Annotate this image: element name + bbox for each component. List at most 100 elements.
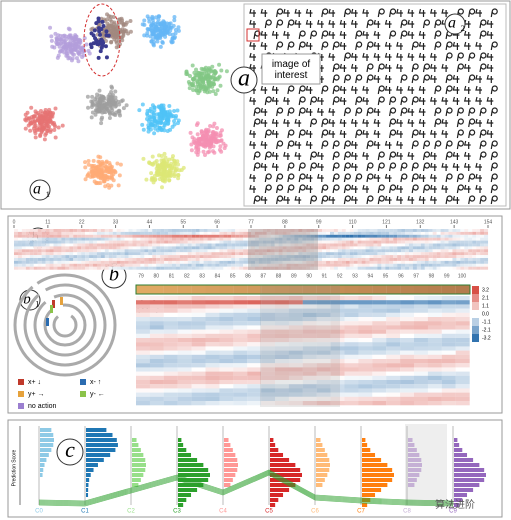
detail-cell bbox=[414, 333, 428, 339]
timeline-cell bbox=[195, 260, 200, 264]
histogram-bar bbox=[454, 448, 463, 452]
detail-cell bbox=[386, 354, 401, 360]
detail-cell bbox=[247, 401, 262, 406]
digit-image bbox=[475, 118, 482, 127]
timeline-cell bbox=[235, 255, 240, 259]
timeline-cell bbox=[29, 234, 34, 238]
timeline-cell bbox=[33, 231, 38, 235]
detail-cell bbox=[358, 375, 373, 381]
scatter-dot bbox=[204, 127, 209, 132]
scatter-dot bbox=[65, 51, 70, 56]
timeline-cell bbox=[187, 237, 192, 241]
timeline-cell bbox=[345, 255, 350, 259]
timeline-cell bbox=[183, 258, 188, 261]
detail-cell bbox=[330, 346, 345, 351]
timeline-cell bbox=[274, 266, 279, 270]
timeline-cell bbox=[14, 258, 18, 261]
timeline-cell bbox=[405, 255, 410, 259]
timeline-cell bbox=[401, 260, 406, 264]
timeline-cell bbox=[179, 240, 184, 244]
timeline-cell bbox=[452, 260, 457, 264]
detail-cell bbox=[316, 371, 331, 376]
detail-cell bbox=[400, 359, 415, 364]
timeline-cell bbox=[302, 266, 307, 270]
timeline-cell bbox=[227, 255, 232, 259]
histogram-bar bbox=[408, 438, 413, 442]
timeline-cell bbox=[152, 258, 157, 261]
timeline-cell bbox=[322, 249, 327, 253]
detail-cell bbox=[330, 367, 345, 372]
timeline-cell bbox=[49, 243, 54, 247]
timeline-cell bbox=[420, 258, 425, 261]
histogram-bar bbox=[86, 468, 94, 472]
detail-cell bbox=[275, 312, 289, 318]
timeline-cell bbox=[164, 255, 169, 259]
timeline-cell bbox=[369, 258, 374, 261]
timeline-cell bbox=[262, 263, 267, 267]
detail-cell bbox=[386, 304, 401, 309]
detail-cell bbox=[191, 317, 206, 322]
detail-cell bbox=[302, 312, 317, 318]
detail-cell bbox=[441, 359, 456, 364]
digit-image bbox=[468, 74, 476, 84]
detail-cell bbox=[233, 325, 248, 330]
detail-tick-label: 92 bbox=[337, 273, 343, 279]
timeline-cell bbox=[337, 249, 342, 253]
detail-cell bbox=[163, 363, 178, 368]
digit-image bbox=[407, 85, 415, 94]
reward-cell bbox=[261, 285, 276, 294]
digit-image bbox=[411, 129, 419, 139]
timeline-cell bbox=[322, 258, 327, 261]
timeline-cell bbox=[168, 234, 173, 238]
scatter-dot bbox=[158, 118, 163, 123]
panel-b-frame bbox=[7, 215, 503, 414]
detail-cell bbox=[372, 308, 387, 313]
timeline-cell bbox=[381, 249, 386, 253]
detail-cell bbox=[261, 396, 276, 402]
detail-cell bbox=[455, 359, 470, 364]
timeline-cell bbox=[401, 240, 406, 244]
scatter-dot bbox=[56, 125, 61, 130]
scatter-dot bbox=[92, 163, 97, 168]
timeline-cell bbox=[164, 234, 169, 238]
timeline-cell bbox=[37, 243, 42, 247]
timeline-cell bbox=[353, 240, 358, 244]
timeline-cell bbox=[409, 246, 413, 250]
timeline-cell bbox=[57, 266, 62, 270]
timeline-cell bbox=[53, 266, 58, 270]
timeline-cell bbox=[108, 240, 113, 244]
timeline-cell bbox=[199, 240, 204, 244]
timeline-cell bbox=[405, 249, 410, 253]
detail-cell bbox=[219, 396, 234, 402]
maze-trace bbox=[60, 297, 63, 305]
histogram-bar bbox=[224, 448, 233, 452]
timeline-cell bbox=[93, 266, 97, 270]
digit-image bbox=[418, 195, 426, 204]
timeline-cell bbox=[274, 252, 279, 256]
detail-cell bbox=[302, 359, 317, 364]
scatter-dot bbox=[63, 34, 68, 39]
timeline-cell bbox=[330, 237, 334, 241]
histogram-bar bbox=[362, 503, 368, 507]
timeline-cell bbox=[172, 246, 176, 250]
timeline-cell bbox=[444, 231, 449, 235]
timeline-cell bbox=[100, 263, 105, 267]
timeline-cell bbox=[132, 260, 137, 264]
timeline-cell bbox=[172, 252, 176, 256]
timeline-cell bbox=[464, 255, 469, 259]
reward-cell bbox=[386, 285, 401, 294]
digit-image bbox=[355, 173, 363, 183]
detail-cell bbox=[177, 363, 192, 368]
histogram-bar bbox=[316, 448, 325, 452]
panel-sub: 1 bbox=[46, 189, 50, 199]
timeline-cell bbox=[286, 234, 291, 238]
timeline-cell bbox=[104, 246, 109, 250]
digit-image bbox=[377, 8, 385, 18]
scatter-dot bbox=[162, 151, 167, 156]
timeline-cell bbox=[306, 240, 311, 244]
timeline-cell bbox=[17, 266, 22, 270]
timeline-cell bbox=[416, 237, 421, 241]
timeline-cell bbox=[274, 258, 279, 261]
detail-cell bbox=[302, 354, 317, 360]
scatter-dot bbox=[207, 89, 212, 94]
